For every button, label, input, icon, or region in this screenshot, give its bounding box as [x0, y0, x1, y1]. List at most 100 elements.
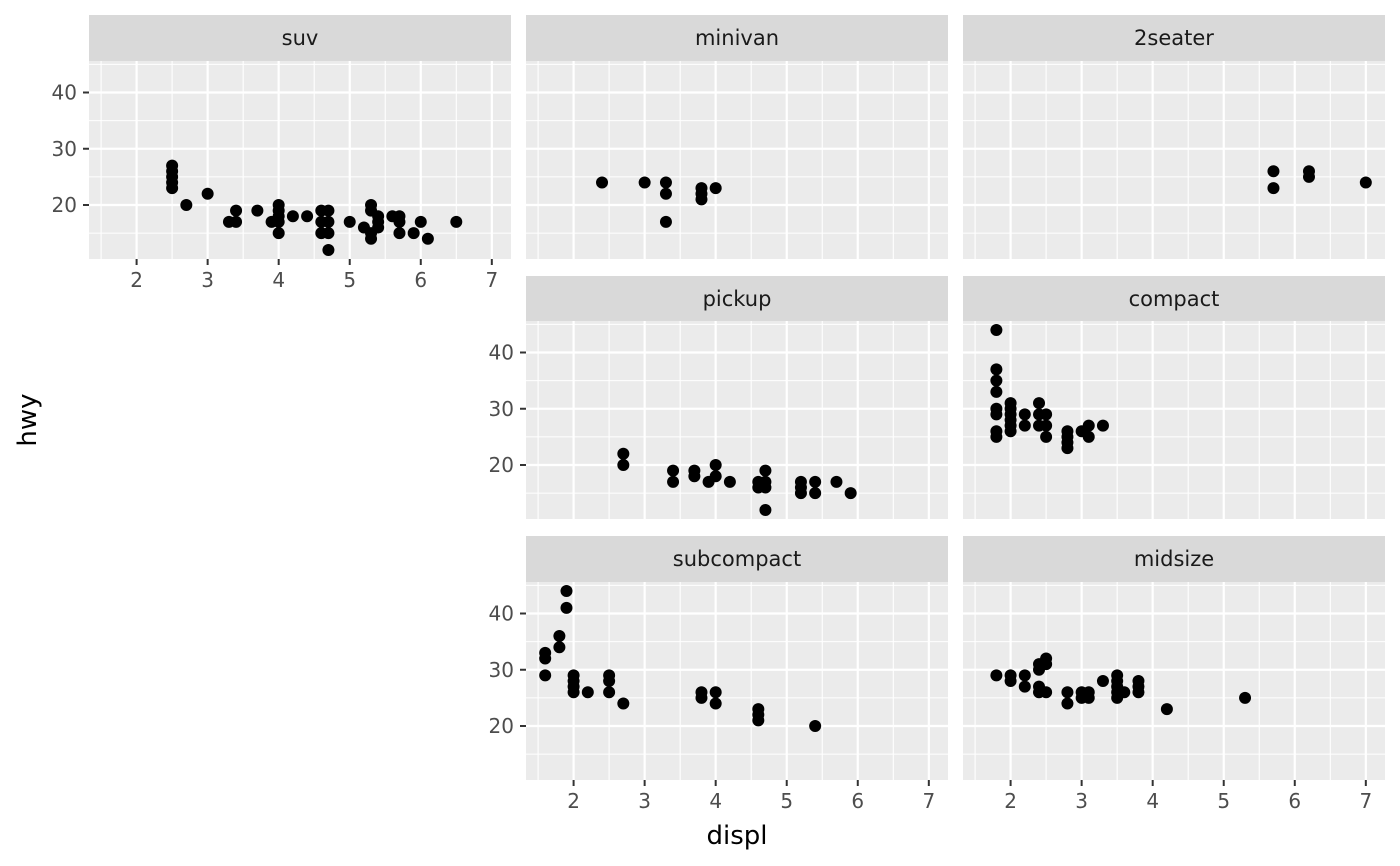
data-point — [990, 374, 1003, 387]
data-point — [709, 459, 722, 471]
data-point — [560, 585, 573, 597]
x-tick-label: 5 — [780, 789, 793, 813]
x-tick-label: 7 — [1359, 789, 1372, 813]
data-point — [407, 227, 420, 240]
panels-layer: suv 2 3 4 5 6 7 20 30 40 minivan 2seater pickup 20 30 4… — [52, 15, 1385, 813]
facet-strip-label: 2seater — [1134, 26, 1214, 50]
data-point — [322, 244, 335, 256]
x-axis-title: displ — [706, 821, 767, 851]
data-point — [1132, 686, 1145, 699]
data-point — [990, 669, 1003, 682]
data-point — [759, 464, 772, 477]
data-point — [1018, 680, 1031, 693]
facet-strip — [526, 276, 948, 322]
data-point — [709, 697, 722, 710]
data-point — [414, 215, 427, 228]
data-point — [809, 487, 822, 500]
facet-compact: compact — [963, 276, 1385, 519]
data-point — [667, 464, 680, 477]
facet-strip-label: compact — [1129, 287, 1220, 311]
data-point — [1160, 703, 1173, 716]
facet-pickup: pickup 20 30 40 — [489, 276, 948, 519]
data-point — [553, 630, 566, 642]
data-point — [990, 363, 1003, 376]
facet-minivan: minivan — [526, 15, 948, 259]
facet-suv: suv 2 3 4 5 6 7 20 30 40 — [52, 15, 511, 292]
data-point — [990, 324, 1003, 336]
x-tick-label: 2 — [130, 268, 143, 292]
data-point — [1267, 165, 1280, 178]
data-point — [990, 430, 1003, 443]
data-point — [251, 204, 264, 217]
data-point — [809, 720, 822, 732]
facet-strip — [526, 536, 948, 582]
data-point — [421, 232, 434, 245]
data-point — [1018, 669, 1031, 682]
data-point — [617, 459, 630, 471]
data-point — [286, 210, 299, 223]
data-point — [990, 385, 1003, 398]
data-point — [617, 697, 630, 710]
x-tick-label: 2 — [567, 789, 580, 813]
data-point — [567, 686, 580, 699]
data-point — [794, 487, 807, 500]
data-point — [659, 187, 672, 200]
data-point — [638, 176, 651, 189]
data-point — [1018, 408, 1031, 421]
data-point — [695, 193, 708, 206]
data-point — [830, 475, 843, 488]
data-point — [759, 504, 772, 516]
facet-strip-label: minivan — [695, 26, 779, 50]
data-point — [809, 475, 822, 488]
x-tick-label: 3 — [1075, 789, 1088, 813]
data-point — [617, 447, 630, 460]
x-tick-label: 3 — [638, 789, 651, 813]
x-tick-label: 5 — [1217, 789, 1230, 813]
data-point — [1033, 397, 1046, 410]
x-tick-label: 4 — [1146, 789, 1159, 813]
data-point — [539, 652, 552, 665]
x-tick-label: 7 — [922, 789, 935, 813]
data-point — [1359, 176, 1372, 189]
y-tick-label: 30 — [52, 137, 77, 161]
data-point — [393, 215, 406, 228]
facet-strip — [963, 15, 1385, 61]
data-point — [709, 686, 722, 699]
x-tick-label: 5 — [343, 268, 356, 292]
y-tick-label: 40 — [489, 341, 514, 365]
facet-midsize: midsize 2 3 4 5 6 7 — [963, 536, 1385, 813]
data-point — [844, 487, 857, 500]
y-tick-label: 20 — [489, 453, 514, 477]
y-tick-label: 40 — [489, 602, 514, 626]
x-tick-label: 6 — [851, 789, 864, 813]
data-point — [1040, 430, 1053, 443]
facet-strip-label: subcompact — [673, 547, 801, 571]
data-point — [1096, 419, 1109, 432]
y-tick-label: 40 — [52, 81, 77, 105]
data-point — [1040, 408, 1053, 421]
facet-strip — [963, 536, 1385, 582]
data-point — [560, 601, 573, 614]
data-point — [1004, 425, 1017, 438]
data-point — [1302, 170, 1315, 183]
data-point — [1082, 419, 1095, 432]
panel-background — [963, 321, 1385, 519]
data-point — [539, 669, 552, 682]
panel-background — [963, 582, 1385, 780]
data-point — [272, 215, 285, 228]
data-point — [1118, 686, 1131, 699]
panel-background — [526, 582, 948, 780]
data-point — [688, 470, 701, 483]
data-point — [553, 641, 566, 654]
data-point — [322, 215, 335, 228]
data-point — [1082, 691, 1095, 704]
data-point — [1004, 675, 1017, 687]
data-point — [365, 232, 378, 245]
data-point — [1061, 442, 1074, 455]
data-point — [990, 408, 1003, 421]
data-point — [372, 221, 385, 234]
data-point — [581, 686, 594, 699]
data-point — [1040, 419, 1053, 432]
data-point — [180, 199, 193, 211]
data-point — [709, 470, 722, 483]
